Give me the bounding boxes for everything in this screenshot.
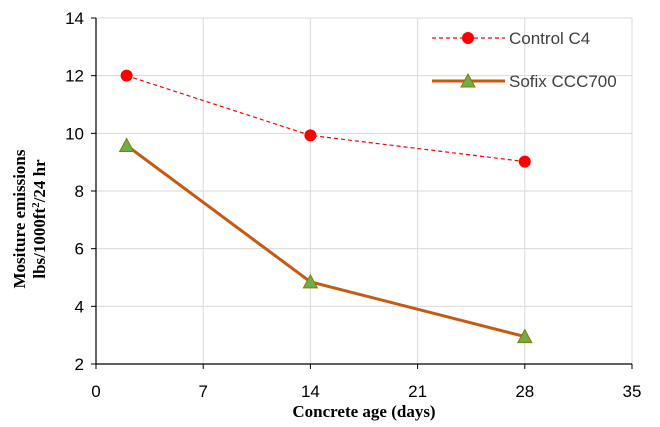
data-point-marker (516, 328, 533, 344)
legend-marker-control-c4 (462, 32, 474, 44)
data-point-marker (118, 137, 135, 152)
y-tick-label: 2 (75, 355, 84, 374)
data-point-marker (304, 129, 317, 142)
legend-label-control-c4: Control C4 (509, 29, 590, 48)
series-line-0 (126, 75, 525, 163)
axes (91, 17, 633, 369)
x-tick-label: 0 (91, 382, 100, 401)
legend-label-sofix-ccc700: Sofix CCC700 (509, 72, 617, 91)
y-axis-title-line2: lbs/1000ft2/24 hr (30, 159, 49, 279)
x-tick-label: 7 (198, 382, 207, 401)
x-tick-label: 14 (301, 382, 320, 401)
legend: Control C4 Sofix CCC700 (432, 29, 617, 91)
y-axis-title: Mositure emissions lbs/1000ft2/24 hr (10, 149, 49, 288)
legend-marker-sofix-ccc700 (460, 72, 476, 88)
x-tick-label: 28 (515, 382, 534, 401)
y-axis-title-line2-pre: lbs/1000ft (30, 207, 49, 278)
y-tick-label: 6 (75, 240, 84, 259)
x-tick-label: 35 (623, 382, 642, 401)
y-tick-label: 10 (65, 124, 84, 143)
y-axis-title-line1: Mositure emissions (10, 149, 29, 288)
y-tick-label: 14 (65, 9, 84, 28)
y-tick-label: 4 (75, 297, 84, 316)
y-tick-label: 8 (75, 182, 84, 201)
y-tick-label: 12 (65, 67, 84, 86)
series-layer (118, 69, 533, 344)
x-tick-label: 21 (408, 382, 427, 401)
x-axis-title: Concrete age (days) (292, 402, 435, 421)
y-axis-title-superscript: 2 (30, 202, 42, 208)
gridlines (96, 17, 633, 364)
data-point-marker (302, 273, 319, 289)
data-point-marker (120, 69, 133, 82)
series-line-1 (125, 144, 526, 339)
y-axis-title-line2-post: /24 hr (30, 159, 49, 203)
tick-labels: 2 4 6 8 10 12 14 0 7 14 21 28 35 (65, 9, 641, 401)
data-point-marker (518, 155, 531, 168)
